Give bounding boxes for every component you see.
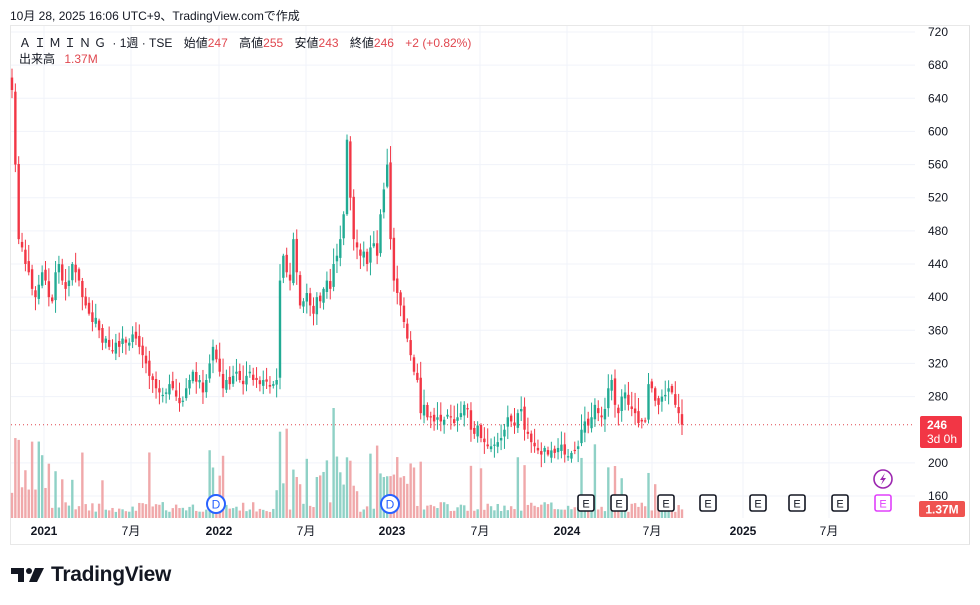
time-tick: 7月	[820, 524, 839, 538]
price-tick: 600	[928, 124, 948, 138]
tradingview-logo-icon	[11, 568, 44, 582]
time-tick: 2021	[31, 524, 58, 538]
earnings-marker[interactable]: E	[831, 494, 849, 512]
svg-text:1.37M: 1.37M	[925, 503, 958, 517]
price-tick: 720	[928, 25, 948, 39]
price-tick: 480	[928, 224, 948, 238]
volume-badge: 1.37M	[919, 501, 965, 517]
low-label: 安値	[294, 36, 319, 50]
chart-grid	[11, 26, 915, 518]
time-tick: 2025	[730, 524, 757, 538]
earnings-marker[interactable]: E	[577, 494, 595, 512]
time-tick: 7月	[643, 524, 662, 538]
earnings-marker[interactable]: E	[749, 494, 767, 512]
logo-text: TradingView	[51, 563, 172, 586]
low-value: 243	[318, 36, 339, 50]
svg-text:3d 0h: 3d 0h	[927, 432, 957, 446]
chart-legend: ＡＩＭＩＮＧ · 1週 · TSE 始値247 高値255 安値243 終値24…	[19, 35, 471, 67]
interval: 1週	[119, 36, 139, 50]
exchange: TSE	[149, 36, 173, 50]
time-tick: 7月	[297, 524, 316, 538]
high-label: 高値	[239, 36, 264, 50]
svg-text:D: D	[212, 498, 221, 512]
price-axis: 720 680 640 600 560 520 480 440 400 360 320 280 200 1…	[928, 25, 948, 503]
earnings-marker[interactable]: E	[699, 494, 717, 512]
price-tick: 400	[928, 290, 948, 304]
tradingview-logo[interactable]: TradingView	[11, 563, 171, 587]
earnings-marker[interactable]: E	[657, 494, 675, 512]
dividend-marker[interactable]: D	[206, 494, 226, 514]
open-label: 始値	[183, 36, 208, 50]
dividend-marker[interactable]: D	[380, 494, 400, 514]
time-tick: 2024	[554, 524, 581, 538]
close-label: 終値	[349, 36, 374, 50]
close-value: 246	[373, 36, 394, 50]
price-tick: 200	[928, 456, 948, 470]
svg-text:E: E	[582, 499, 589, 511]
chart-caption: 10月 28, 2025 16:06 UTC+9、TradingView.com…	[10, 9, 300, 23]
volume-value: 1.37M	[64, 52, 98, 66]
price-tick: 440	[928, 257, 948, 271]
time-axis: 2021 7月 2022 7月 2023 7月 2024 7月 2025 7月	[31, 524, 839, 538]
lightning-event-icon[interactable]	[873, 469, 893, 489]
svg-text:E: E	[879, 499, 886, 511]
upcoming-earnings-marker[interactable]: E	[874, 494, 892, 512]
price-tick: 360	[928, 323, 948, 337]
time-tick: 2023	[379, 524, 406, 538]
price-tick: 560	[928, 158, 948, 172]
svg-text:E: E	[754, 499, 761, 511]
svg-text:E: E	[615, 499, 622, 511]
price-tick: 280	[928, 390, 948, 404]
time-tick: 7月	[122, 524, 141, 538]
earnings-marker[interactable]: E	[788, 494, 806, 512]
volume-label: 出来高	[19, 52, 56, 66]
svg-text:E: E	[793, 499, 800, 511]
change-value: +2 (+0.82%)	[405, 36, 472, 50]
volume-bars	[10, 408, 684, 518]
svg-text:D: D	[386, 498, 395, 512]
price-tick: 160	[928, 489, 948, 503]
high-value: 255	[263, 36, 284, 50]
price-candles	[10, 68, 684, 468]
price-tick: 520	[928, 191, 948, 205]
svg-text:246: 246	[927, 418, 947, 432]
time-tick: 7月	[471, 524, 490, 538]
symbol-name[interactable]: ＡＩＭＩＮＧ	[19, 36, 110, 50]
open-value: 247	[207, 36, 228, 50]
earnings-marker[interactable]: E	[610, 494, 628, 512]
price-tick: 640	[928, 91, 948, 105]
svg-text:E: E	[662, 499, 669, 511]
time-tick: 2022	[206, 524, 233, 538]
price-tick: 680	[928, 58, 948, 72]
chart-frame[interactable]	[10, 25, 970, 545]
price-tick: 320	[928, 356, 948, 370]
legend-volume-row: 出来高 1.37M	[19, 51, 471, 67]
legend-ohlc-row: ＡＩＭＩＮＧ · 1週 · TSE 始値247 高値255 安値243 終値24…	[19, 36, 472, 50]
svg-text:E: E	[704, 499, 711, 511]
svg-text:E: E	[836, 499, 843, 511]
